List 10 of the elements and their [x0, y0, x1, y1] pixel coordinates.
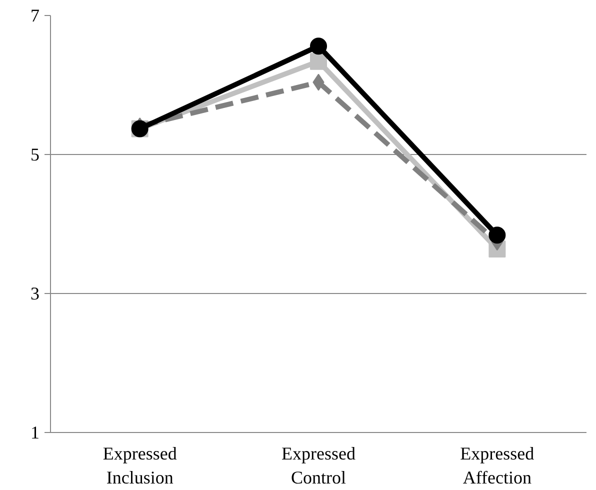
point: [310, 52, 327, 70]
x-tick-label: Expressed Control: [282, 444, 356, 488]
y-tick-label: 7: [30, 6, 40, 26]
point: [488, 226, 506, 244]
y-tick-label: 5: [30, 144, 40, 164]
y-tick-label: 1: [30, 422, 40, 442]
y-tick-label: 3: [30, 284, 40, 304]
x-tick-label: Expressed Inclusion: [102, 444, 177, 488]
point: [310, 38, 327, 55]
x-tick-label: Expressed Affection: [460, 444, 534, 488]
